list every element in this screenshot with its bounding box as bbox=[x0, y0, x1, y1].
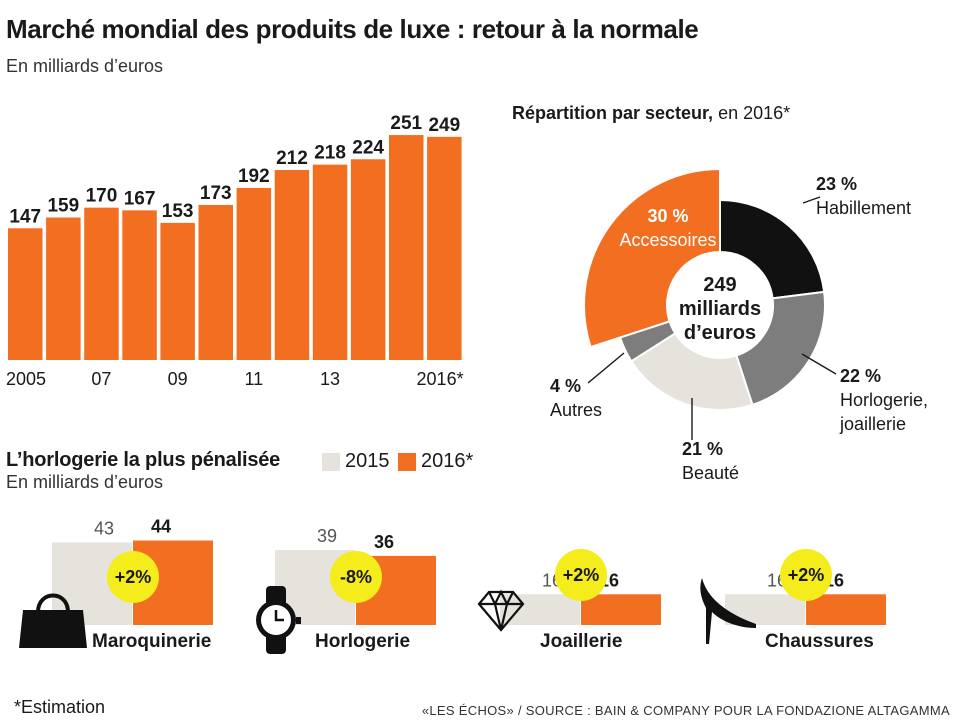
bar-2014 bbox=[350, 159, 386, 360]
donut-title-suffix: en 2016* bbox=[718, 103, 791, 123]
bar-2012 bbox=[274, 170, 310, 360]
donut-title: Répartition par secteur, en 2016* bbox=[512, 103, 790, 124]
watch-icon bbox=[256, 586, 301, 654]
footnote: *Estimation bbox=[14, 697, 106, 717]
category-label-maroquinerie: Maroquinerie bbox=[92, 631, 211, 652]
slice-label-horlogerie-1: Horlogerie, bbox=[840, 390, 928, 410]
bar-2009 bbox=[160, 222, 195, 360]
bar-2015-joaillerie bbox=[500, 594, 580, 625]
chart-title: Marché mondial des produits de luxe : re… bbox=[6, 14, 699, 44]
legend-item-2015: 2015 bbox=[322, 450, 390, 473]
callout-line bbox=[587, 352, 625, 384]
slice-label-horlogerie-2: joaillerie bbox=[839, 414, 906, 434]
legend-swatch-2015 bbox=[322, 452, 340, 471]
change-badge bbox=[780, 549, 832, 601]
handbag-icon bbox=[19, 593, 87, 648]
annual-bar-chart: 147 159 170 167 153 173 192 212 218 224 251 249 2005… bbox=[6, 113, 464, 389]
slice-label-autres: Autres bbox=[550, 400, 602, 420]
bar-2011 bbox=[236, 187, 272, 360]
bar-2016 bbox=[427, 136, 462, 360]
change-badge bbox=[107, 551, 159, 603]
category-chart-title: L’horlogerie la plus pénalisée bbox=[6, 449, 281, 471]
bar-2013 bbox=[312, 164, 348, 360]
change-badge-label: +2% bbox=[115, 567, 152, 587]
high-heel-icon bbox=[700, 578, 756, 644]
chart-unit: En milliards d’euros bbox=[6, 56, 164, 76]
x-tick-label: 2016* bbox=[417, 369, 464, 389]
value-label-2015: 43 bbox=[94, 518, 114, 538]
bar-value-label: 153 bbox=[162, 201, 194, 222]
x-tick-label: 11 bbox=[245, 369, 264, 389]
watch-crown bbox=[296, 617, 301, 624]
value-label-2015: 39 bbox=[317, 526, 337, 546]
handbag-body bbox=[19, 610, 87, 648]
x-tick-label: 13 bbox=[320, 369, 340, 389]
diamond-icon bbox=[477, 589, 525, 632]
x-tick-label: 09 bbox=[168, 369, 188, 389]
bar-value-label: 224 bbox=[352, 137, 384, 158]
slice-pct-beaute: 21 % bbox=[682, 439, 723, 459]
change-badge-label: +2% bbox=[563, 565, 600, 585]
bar-2016-joaillerie bbox=[581, 594, 661, 625]
donut-slice-habillement bbox=[719, 198, 826, 300]
watch-hands bbox=[274, 610, 284, 622]
donut-center-text: 249 bbox=[703, 274, 736, 296]
x-tick-label: 07 bbox=[91, 369, 111, 389]
change-badge-label: +2% bbox=[788, 565, 825, 585]
slice-label-beaute: Beauté bbox=[682, 463, 739, 483]
bar-value-label: 159 bbox=[47, 196, 79, 217]
bar-value-label: 147 bbox=[9, 206, 41, 227]
donut-slice-accessoires bbox=[583, 167, 721, 349]
bar-value-label: 173 bbox=[200, 183, 232, 204]
bar-2005 bbox=[8, 228, 43, 360]
bar-value-label: 249 bbox=[428, 115, 460, 136]
category-chart-unit: En milliards d’euros bbox=[6, 472, 164, 492]
callout-line bbox=[802, 196, 821, 204]
bar-2016-chaussures bbox=[806, 594, 886, 625]
category-label-chaussures: Chaussures bbox=[765, 631, 874, 652]
legend-swatch-2016 bbox=[398, 452, 416, 471]
bar-value-label: 167 bbox=[124, 188, 156, 209]
legend-label-2015: 2015 bbox=[345, 450, 390, 472]
slice-pct-habillement: 23 % bbox=[816, 174, 857, 194]
bar-2010 bbox=[198, 204, 233, 360]
bar-value-label: 170 bbox=[86, 186, 118, 207]
bar-2015 bbox=[389, 135, 424, 360]
legend-item-2016: 2016* bbox=[398, 450, 473, 473]
slice-label-habillement: Habillement bbox=[816, 198, 911, 218]
bar-value-label: 218 bbox=[314, 143, 346, 164]
donut-title-bold: Répartition par secteur, bbox=[512, 103, 714, 123]
slice-label-accessoires: Accessoires bbox=[619, 230, 716, 250]
bar-value-label: 212 bbox=[276, 148, 308, 169]
diamond-facets bbox=[479, 589, 523, 631]
slice-pct-accessoires: 30 % bbox=[647, 206, 688, 226]
category-label-horlogerie: Horlogerie bbox=[315, 631, 410, 652]
value-label-2016: 36 bbox=[374, 532, 394, 552]
category-label-joaillerie: Joaillerie bbox=[540, 631, 622, 652]
high-heel-shape bbox=[700, 578, 756, 644]
source-credit: «LES ÉCHOS» / SOURCE : BAIN & COMPANY PO… bbox=[421, 703, 950, 718]
handbag-handle bbox=[36, 593, 70, 613]
bar-2007 bbox=[84, 207, 119, 360]
callout-line bbox=[801, 353, 837, 375]
x-tick-label: 2005 bbox=[6, 369, 46, 389]
bar-value-label: 251 bbox=[390, 113, 422, 134]
bar-2008 bbox=[122, 210, 157, 360]
bar-2006 bbox=[46, 217, 81, 360]
bar-value-label: 192 bbox=[238, 166, 270, 187]
change-badge bbox=[330, 551, 382, 603]
change-badge bbox=[555, 549, 607, 601]
slice-pct-autres: 4 % bbox=[550, 376, 581, 396]
donut-center-text: milliards bbox=[679, 298, 761, 320]
donut-slice-beaut bbox=[629, 332, 754, 411]
diamond-outline bbox=[477, 590, 525, 632]
legend-label-2016: 2016* bbox=[421, 450, 474, 472]
slice-pct-horlogerie: 22 % bbox=[840, 366, 881, 386]
change-badge-label: -8% bbox=[340, 567, 372, 587]
donut-center-text: d’euros bbox=[684, 322, 756, 344]
value-label-2016: 44 bbox=[151, 517, 171, 537]
